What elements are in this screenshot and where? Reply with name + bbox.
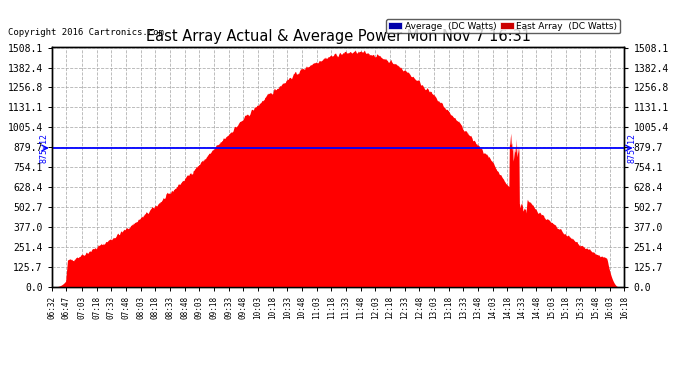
Text: 875.12: 875.12 — [40, 133, 49, 163]
Title: East Array Actual & Average Power Mon Nov 7 16:31: East Array Actual & Average Power Mon No… — [146, 29, 531, 44]
Text: Copyright 2016 Cartronics.com: Copyright 2016 Cartronics.com — [8, 28, 164, 37]
Text: 875.12: 875.12 — [627, 133, 636, 163]
Legend: Average  (DC Watts), East Array  (DC Watts): Average (DC Watts), East Array (DC Watts… — [386, 19, 620, 33]
